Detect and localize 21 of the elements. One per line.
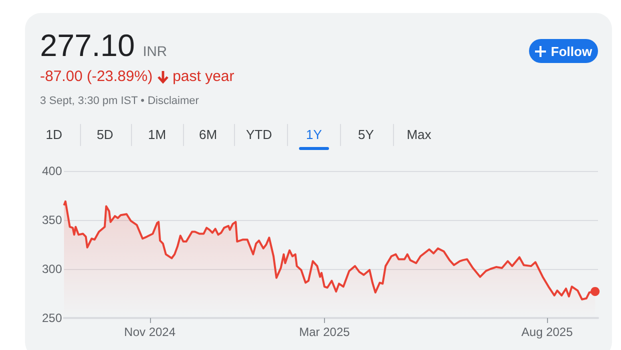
text: 3 Sept, 3:30 pm IST • Disclaimer <box>40 95 199 107</box>
text: 5D <box>96 127 114 142</box>
y-tick-label: 400 <box>42 164 62 178</box>
text: YTD <box>245 127 273 142</box>
text: past year <box>172 68 234 85</box>
text: 1D <box>44 127 64 142</box>
x-tick-label: Mar 2025 <box>299 325 350 339</box>
y-tick-label: 350 <box>42 213 62 227</box>
text: 1Y <box>305 127 323 142</box>
text: INR <box>142 43 167 59</box>
text: 1M <box>146 127 168 142</box>
y-tick-label: 250 <box>42 311 62 325</box>
x-tick-label: Aug 2025 <box>521 325 574 339</box>
x-tick-label: Nov 2024 <box>124 325 176 339</box>
chart-title: 277.10 <box>40 28 135 63</box>
text: 5Y <box>357 127 375 142</box>
text: 6M <box>198 127 218 142</box>
text: Follow <box>550 44 592 58</box>
y-tick-label: 300 <box>42 262 62 276</box>
text: Max <box>406 127 432 142</box>
text: -87.00 (-23.89%) <box>40 68 153 85</box>
